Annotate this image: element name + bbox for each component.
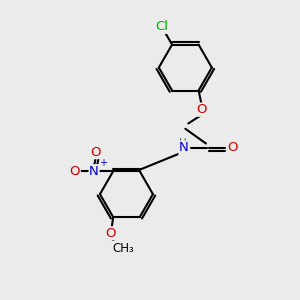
Text: CH₃: CH₃ [112,242,134,254]
Text: O: O [227,141,238,154]
Text: O: O [70,165,80,178]
Text: +: + [99,158,107,168]
Text: H: H [178,138,186,148]
Text: N: N [179,141,189,154]
Text: O: O [196,103,207,116]
Text: O: O [105,227,116,240]
Text: O: O [90,146,101,159]
Text: Cl: Cl [155,20,168,33]
Text: N: N [89,165,99,178]
Text: -: - [74,168,78,181]
